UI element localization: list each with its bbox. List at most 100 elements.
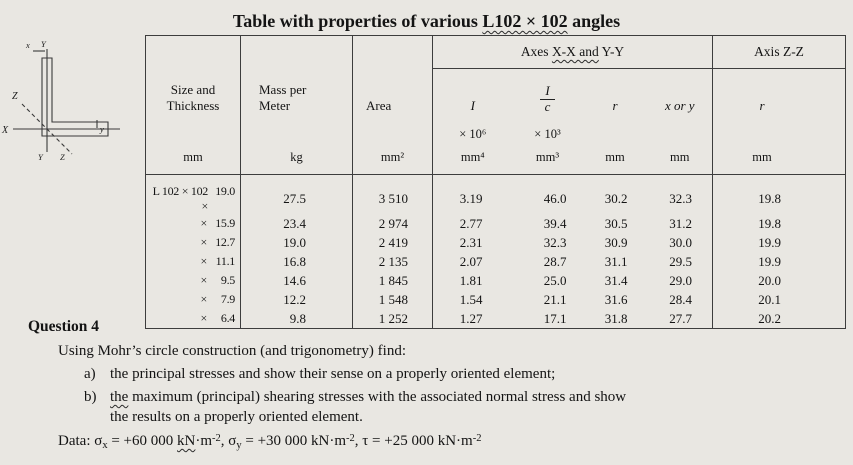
- cell-area: 1 252: [352, 309, 433, 329]
- title-wavy-text: L102 × 102: [482, 11, 568, 31]
- unit-i: × 10⁶ mm⁴: [432, 117, 513, 175]
- cell-i-over-c: 21.1: [543, 291, 567, 307]
- cell-i: 1.54: [432, 290, 513, 309]
- cell-i-over-c: 25.0: [543, 272, 567, 288]
- units-row: mm kg mm² × 10⁶ mm⁴ × 10³ mm³ mm mm mm: [145, 117, 846, 175]
- cell-x-or-y: 29.5: [669, 253, 692, 269]
- unit-mass: kg: [240, 117, 353, 175]
- cell-mass: 14.6: [240, 271, 353, 290]
- cell-size: × 6.4: [200, 311, 236, 325]
- cell-r: 30.9: [604, 234, 628, 250]
- cell-i: 2.07: [432, 252, 513, 271]
- unit-r: mm: [582, 117, 648, 175]
- cell-x-or-y: 30.0: [669, 234, 692, 250]
- cell-x-or-y: 27.7: [669, 310, 692, 326]
- axis-zz-group-header: Axis Z-Z: [712, 35, 846, 69]
- cell-r-zz: 19.8: [712, 214, 846, 233]
- cell-i-over-c: 32.3: [543, 234, 567, 250]
- label-y-bar: y: [99, 124, 104, 134]
- unit-area: mm²: [352, 117, 433, 175]
- cell-area: 1 845: [352, 271, 433, 290]
- axes-header-text: Axes: [520, 44, 552, 59]
- item-b-text: the maximum (principal) shearing stresse…: [110, 388, 627, 426]
- unit-i-over-c: × 10³ mm³: [512, 117, 583, 175]
- cell-size: × 11.1: [200, 254, 236, 268]
- table-row: × 12.7 19.0 2 419 2.31 32.3 30.9 30.0 19.…: [146, 233, 846, 252]
- cell-i: 1.81: [432, 271, 513, 290]
- cell-mass: 16.8: [240, 252, 353, 271]
- col-header-size: Size and Thickness: [166, 81, 220, 113]
- cell-i-over-c: 46.0: [543, 191, 567, 206]
- table-row: × 9.5 14.6 1 845 1.81 25.0 31.4 29.0 20.0: [146, 271, 846, 290]
- cell-r: 31.4: [604, 272, 628, 288]
- cell-r-zz: 19.8: [712, 174, 846, 214]
- unit-x-or-y: mm: [647, 117, 713, 175]
- unit-r-zz: mm: [712, 117, 846, 175]
- axes-xy-group-header: Axes X-X and Y-Y: [432, 35, 713, 69]
- cell-mass: 12.2: [240, 290, 353, 309]
- label-z-bottom: Z: [60, 152, 65, 162]
- cell-i: 2.31: [432, 233, 513, 252]
- col-header-r: r: [612, 97, 618, 113]
- cell-x-or-y: 29.0: [669, 272, 692, 288]
- col-header-mass: Mass per Meter: [240, 68, 353, 117]
- cell-r-zz: 19.9: [712, 252, 846, 271]
- empty-cell: [146, 36, 241, 69]
- cell-size: × 15.9: [200, 216, 236, 230]
- table-row: × 6.4 9.8 1 252 1.27 17.1 31.8 27.7 20.2: [146, 309, 846, 329]
- angle-section-diagram: Y x Z X y Y Z: [1, 39, 120, 162]
- cell-i-over-c: 28.7: [543, 253, 567, 269]
- label-y-bottom: Y: [38, 152, 44, 162]
- cell-area: 1 548: [352, 290, 433, 309]
- table-row: × 11.1 16.8 2 135 2.07 28.7 31.1 29.5 19.…: [146, 252, 846, 271]
- col-header-area: Area: [352, 68, 433, 117]
- cell-size: L 102 × 102 × 19.0: [152, 184, 236, 213]
- col-header-x-or-y: x or y: [664, 97, 695, 113]
- empty-cell: [240, 35, 353, 69]
- cell-r: 30.5: [604, 215, 628, 231]
- table-title: Table with properties of various L102 × …: [0, 11, 853, 32]
- cell-size: × 9.5: [200, 273, 236, 287]
- cell-x-or-y: 28.4: [669, 291, 692, 307]
- data-line: Data: σx = +60 000 kN·m-2, σy = +30 000 …: [58, 433, 482, 452]
- table-row: L 102 × 102 × 19.0 27.5 3 510 3.19 46.0 3…: [146, 174, 846, 214]
- cell-mass: 23.4: [240, 214, 353, 233]
- cell-r-zz: 20.1: [712, 290, 846, 309]
- empty-cell: [352, 35, 433, 69]
- cell-r: 30.2: [604, 191, 628, 206]
- angle-shape: [41, 57, 109, 137]
- cell-i: 1.27: [432, 309, 513, 329]
- item-b-label: b): [84, 388, 97, 405]
- table-row: × 15.9 23.4 2 974 2.77 39.4 30.5 31.2 19.…: [146, 214, 846, 233]
- cell-i-over-c: 17.1: [543, 310, 567, 326]
- column-header-row: Size and Thickness Mass per Meter Area I I…: [146, 68, 846, 117]
- label-x-axis: X: [1, 125, 9, 136]
- cell-mass: 19.0: [240, 233, 353, 252]
- cell-mass: 9.8: [240, 309, 353, 329]
- axes-header-wavy: X-X and: [551, 44, 599, 59]
- item-a-label: a): [84, 366, 96, 383]
- question-heading: Question 4: [28, 318, 100, 335]
- cell-r-zz: 19.9: [712, 233, 846, 252]
- cell-r: 31.6: [604, 291, 628, 307]
- col-header-i: I: [432, 68, 513, 117]
- label-y-top: Y: [41, 39, 47, 49]
- cell-r: 31.1: [604, 253, 628, 269]
- question-section: Question 4 Using Mohr’s circle construct…: [28, 316, 828, 454]
- title-text-end: angles: [567, 11, 621, 31]
- question-item-a: a) the principal stresses and show their…: [84, 364, 828, 385]
- cell-size: × 7.9: [200, 292, 236, 306]
- item-a-text: the principal stresses and show their se…: [110, 366, 556, 383]
- question-item-b: b) the maximum (principal) shearing stre…: [84, 387, 828, 428]
- col-header-r-zz: r: [712, 68, 846, 117]
- properties-table: Axes X-X and Y-Y Axis Z-Z Size and Thickn…: [145, 35, 846, 329]
- group-header-row: Axes X-X and Y-Y Axis Z-Z: [146, 35, 846, 69]
- cell-r-zz: 20.0: [712, 271, 846, 290]
- cell-i-over-c: 39.4: [543, 215, 567, 231]
- cell-area: 3 510: [352, 174, 433, 214]
- cell-size: × 12.7: [200, 235, 236, 249]
- label-z-upper: Z: [12, 91, 18, 102]
- cell-r: 31.8: [604, 310, 628, 326]
- cell-area: 2 135: [352, 252, 433, 271]
